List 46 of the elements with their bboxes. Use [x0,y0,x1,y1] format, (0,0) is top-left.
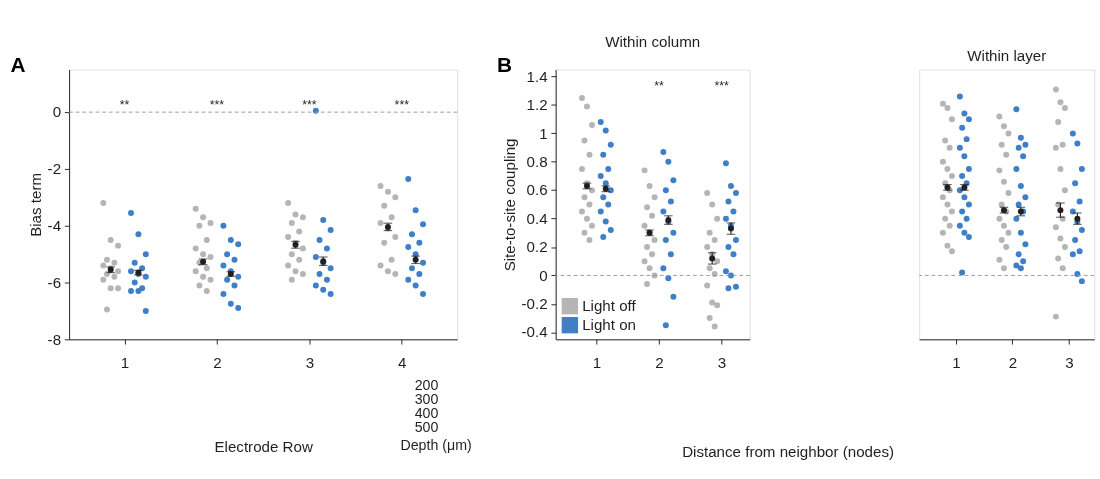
text: 400 [414,404,439,421]
chart-title: A [10,53,26,77]
annotation: ** [654,79,664,94]
y-tick-label: 0 [52,103,62,121]
y-tick-label: -0.4 [521,323,548,341]
y-tick-label: -4 [47,216,62,234]
y-tick-label: -6 [47,273,62,291]
y-axis-title: Site-to-site coupling [500,138,518,272]
y-tick-label: 0 [539,266,548,284]
legend-label: Light on [582,315,637,333]
chart-subtitle: Within layer [967,47,1047,65]
y-tick-label: 0.2 [526,238,548,256]
y-tick-label: -8 [47,330,62,348]
annotation: *** [714,79,729,94]
legend-label: Light off [582,296,637,314]
x-tick-label: 4 [398,354,407,372]
annotation: *** [302,98,317,113]
x-tick-label: 1 [592,354,602,372]
x-tick-label: 1 [952,354,961,372]
y-tick-label: 0.6 [526,181,548,199]
y-tick-label: 0.8 [526,153,548,171]
chart-subtitle: Within column [605,32,701,50]
text: 500 [414,419,439,436]
text: Depth (μm) [400,437,472,454]
x-tick-label: 2 [1008,354,1018,372]
x-tick-label: 1 [120,354,130,372]
x-tick-label: 3 [1065,354,1074,372]
x-tick-label: 3 [305,354,315,372]
y-tick-label: -0.2 [521,295,548,313]
x-axis-title: Electrode Row [214,437,313,455]
x-tick-label: 3 [717,354,727,372]
text: 300 [414,390,439,407]
y-tick-label: 1.4 [526,67,548,85]
annotation: *** [394,98,410,113]
x-axis-title: Distance from neighbor (nodes) [682,443,895,461]
y-tick-label: 0.4 [526,209,548,227]
x-tick-label: 2 [655,354,664,372]
y-axis-title: Bias term [26,172,44,237]
text: 200 [414,376,439,393]
y-tick-label: 1 [539,124,548,142]
y-tick-label: 1.2 [526,96,548,114]
y-tick-label: -2 [47,160,62,178]
x-tick-label: 2 [213,354,222,372]
annotation: *** [209,98,225,113]
annotation: ** [119,98,130,113]
chart-title: B [496,53,513,77]
